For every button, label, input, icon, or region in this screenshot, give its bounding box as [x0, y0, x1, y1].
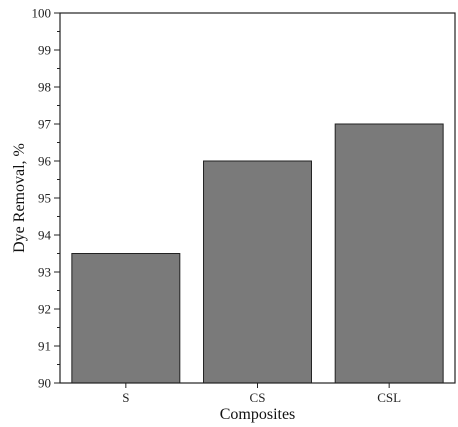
y-tick-label: 95	[38, 191, 51, 206]
y-tick-label: 97	[38, 117, 52, 132]
x-tick-label: S	[122, 390, 129, 405]
y-tick-label: 94	[38, 228, 52, 243]
y-tick-label: 90	[38, 376, 51, 391]
bars-group	[71, 123, 444, 384]
x-axis-title: Composites	[220, 406, 296, 423]
y-tick-label: 91	[38, 339, 51, 354]
y-tick-label: 99	[38, 43, 51, 58]
x-tick-label: CS	[250, 390, 266, 405]
x-axis-ticks: S CS CSL	[122, 383, 401, 405]
x-tick-label: CSL	[377, 390, 401, 405]
bar-cs	[203, 160, 312, 384]
bar-s	[71, 253, 181, 384]
y-tick-label: 98	[38, 80, 51, 95]
y-axis-title: Dye Removal, %	[11, 143, 28, 253]
bar-csl	[334, 123, 444, 384]
y-axis-ticks: 90 91 92 93 94 95 96 97 98 99 100	[32, 6, 60, 391]
y-tick-label: 96	[38, 154, 52, 169]
plot-frame	[59, 12, 456, 384]
y-tick-label: 92	[38, 302, 51, 317]
y-tick-label: 93	[38, 265, 51, 280]
y-tick-label: 100	[32, 6, 52, 21]
